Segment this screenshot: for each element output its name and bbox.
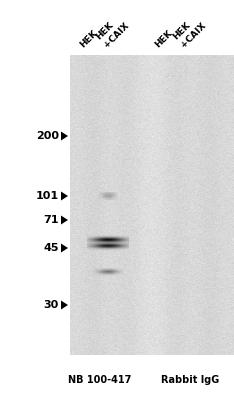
Text: HEK
+CAIX: HEK +CAIX: [94, 13, 130, 49]
Text: 101: 101: [36, 191, 59, 201]
Bar: [0, 355, 234, 400]
Text: HEK: HEK: [154, 28, 175, 49]
Text: NB 100-417: NB 100-417: [68, 375, 132, 385]
Text: 200: 200: [36, 131, 59, 141]
Polygon shape: [61, 132, 68, 140]
Text: 71: 71: [44, 215, 59, 225]
Text: 30: 30: [44, 300, 59, 310]
Text: 45: 45: [44, 243, 59, 253]
Polygon shape: [61, 192, 68, 200]
Text: HEK: HEK: [79, 28, 100, 49]
Polygon shape: [61, 216, 68, 224]
Bar: [0, 0, 234, 55]
Text: HEK
+CAIX: HEK +CAIX: [171, 13, 207, 49]
Polygon shape: [61, 244, 68, 252]
Polygon shape: [61, 300, 68, 310]
Bar: [0, 0, 70, 400]
Text: Rabbit IgG: Rabbit IgG: [161, 375, 219, 385]
